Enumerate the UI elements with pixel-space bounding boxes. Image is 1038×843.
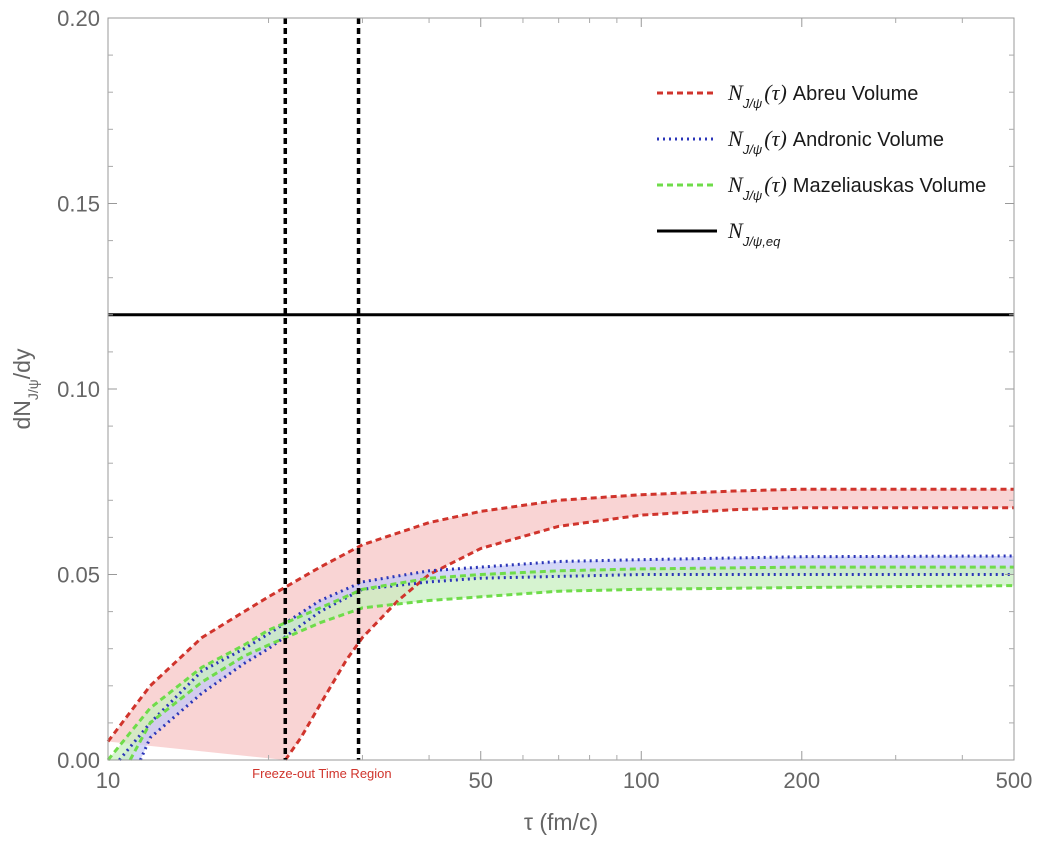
freezeout-lines <box>283 18 361 760</box>
x-tick-label-4: 500 <box>996 768 1033 793</box>
x-tick-labels: 10 50 100 200 500 <box>96 768 1033 793</box>
legend-prefix: N <box>727 126 744 151</box>
legend-prefix: N <box>727 172 744 197</box>
series-1-upper-line <box>118 554 1015 761</box>
x-axis-label: τ (fm/c) <box>524 809 598 835</box>
legend-sub: J/ψ <box>742 142 763 157</box>
y-tick-label-3: 0.15 <box>57 192 100 217</box>
y-tick-labels: 0.00 0.05 0.10 0.15 0.20 <box>57 6 100 773</box>
x-tick-label-3: 200 <box>783 768 820 793</box>
series-0-lower-line <box>284 506 1014 761</box>
legend-sub: J/ψ <box>742 96 763 111</box>
legend-sub: J/ψ <box>742 188 763 203</box>
legend-series-name: Abreu Volume <box>793 83 919 105</box>
legend-prefix: N <box>727 218 744 243</box>
series-2-lower-line <box>128 584 1015 761</box>
band-0 <box>108 489 1014 760</box>
axis-ticks <box>107 17 1015 761</box>
y-axis-label-main: dN <box>9 400 35 429</box>
legend-arg: (τ) <box>764 126 787 151</box>
y-tick-label-0: 0.00 <box>57 748 100 773</box>
uncertainty-bands <box>108 489 1015 760</box>
series-2-upper-line <box>106 565 1014 761</box>
legend-arg: (τ) <box>764 80 787 105</box>
freezeout-annotation: Freeze-out Time Region <box>252 766 391 781</box>
legend-entry-2: NJ/ψ(τ) Mazeliauskas Volume <box>727 172 986 203</box>
legend-arg: (τ) <box>764 172 787 197</box>
band-2 <box>108 567 1014 760</box>
legend-entry-1: NJ/ψ(τ) Andronic Volume <box>727 126 944 157</box>
legend-entry-0: NJ/ψ(τ) Abreu Volume <box>727 80 918 111</box>
x-tick-label-1: 50 <box>468 768 492 793</box>
legend-prefix: N <box>727 80 744 105</box>
y-axis-label-tail: /dy <box>9 348 35 379</box>
legend-series-name: Mazeliauskas Volume <box>793 175 986 197</box>
y-axis-label-sub: J/ψ <box>25 379 41 400</box>
legend-series-name: Andronic Volume <box>793 129 944 151</box>
x-tick-label-2: 100 <box>623 768 660 793</box>
y-tick-label-2: 0.10 <box>57 377 100 402</box>
y-tick-label-4: 0.20 <box>57 6 100 31</box>
legend-entry-eq: NJ/ψ,eq <box>727 218 781 249</box>
series-lines <box>106 487 1015 761</box>
x-tick-label-0: 10 <box>96 768 120 793</box>
y-axis-label: dNJ/ψ/dy <box>9 348 41 429</box>
y-tick-label-1: 0.05 <box>57 563 100 588</box>
legend-sub: J/ψ,eq <box>742 234 781 249</box>
